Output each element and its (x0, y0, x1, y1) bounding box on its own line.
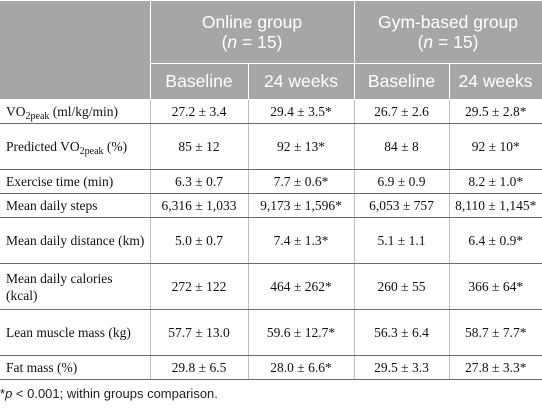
value-cell: 26.7 ± 2.6 (353, 99, 450, 124)
table-row: Mean daily calories (kcal) 272 ± 122 464 ±… (0, 263, 542, 310)
header-row-timepoints: Baseline 24 weeks Baseline 24 weeks (0, 63, 542, 100)
value-cell: 92 ± 10* (448, 123, 542, 170)
row-label: VO2peak (ml/kg/min) (0, 99, 151, 124)
value-cell: 6.3 ± 0.7 (149, 169, 249, 194)
table-row: Exercise time (min) 6.3 ± 0.7 7.7 ± 0.6* 6.… (0, 169, 542, 194)
subheader-online-baseline: Baseline (149, 63, 249, 100)
table-row: VO2peak (ml/kg/min) 27.2 ± 3.4 29.4 ± 3.5*… (0, 99, 542, 124)
value-cell: 6,316 ± 1,033 (149, 193, 249, 218)
header-corner-cell (0, 0, 151, 100)
group-name: Online group (201, 12, 303, 32)
value-cell: 6.4 ± 0.9* (448, 217, 542, 264)
group-name: Gym-based group (377, 12, 519, 32)
row-label: Mean daily distance (km) (0, 217, 151, 264)
value-cell: 6,053 ± 757 (353, 193, 450, 218)
value-cell: 29.4 ± 3.5* (247, 99, 355, 124)
value-cell: 366 ± 64* (448, 263, 542, 310)
value-cell: 85 ± 12 (149, 123, 249, 170)
subheader-gym-baseline: Baseline (353, 63, 450, 100)
group-n: (n = 15) (417, 32, 479, 52)
table-row: Lean muscle mass (kg) 57.7 ± 13.0 59.6 ± 1… (0, 309, 542, 356)
value-cell: 56.3 ± 6.4 (353, 309, 450, 356)
table-body: VO2peak (ml/kg/min) 27.2 ± 3.4 29.4 ± 3.5*… (0, 99, 542, 380)
table-row: Mean daily steps 6,316 ± 1,033 9,173 ± 1,5… (0, 193, 542, 218)
table-row: Fat mass (%) 29.8 ± 6.5 28.0 ± 6.6* 29.5 ± … (0, 355, 542, 380)
row-label: Mean daily steps (0, 193, 151, 218)
value-cell: 8.2 ± 1.0* (448, 169, 542, 194)
subheader-online-24weeks: 24 weeks (247, 63, 355, 100)
value-cell: 7.7 ± 0.6* (247, 169, 355, 194)
value-cell: 29.5 ± 3.3 (353, 355, 450, 380)
value-cell: 9,173 ± 1,596* (247, 193, 355, 218)
value-cell: 29.8 ± 6.5 (149, 355, 249, 380)
value-cell: 5.1 ± 1.1 (353, 217, 450, 264)
row-label: Predicted VO2peak (%) (0, 123, 151, 170)
value-cell: 59.6 ± 12.7* (247, 309, 355, 356)
table-row: Mean daily distance (km) 5.0 ± 0.7 7.4 ± 1… (0, 217, 542, 264)
value-cell: 27.2 ± 3.4 (149, 99, 249, 124)
group-header-online: Online group (n = 15) (149, 0, 355, 64)
value-cell: 5.0 ± 0.7 (149, 217, 249, 264)
header-row-groups: Online group (n = 15) Gym-based group (n… (0, 0, 542, 100)
table-footnote: *p < 0.001; within groups comparison. (0, 386, 218, 401)
value-cell: 464 ± 262* (247, 263, 355, 310)
value-cell: 272 ± 122 (149, 263, 249, 310)
table-row: Predicted VO2peak (%) 85 ± 12 92 ± 13* 84 ±… (0, 123, 542, 170)
group-n: (n = 15) (221, 32, 283, 52)
value-cell: 27.8 ± 3.3* (448, 355, 542, 380)
value-cell: 92 ± 13* (247, 123, 355, 170)
subheader-gym-24weeks: 24 weeks (448, 63, 542, 100)
value-cell: 29.5 ± 2.8* (448, 99, 542, 124)
row-label: Lean muscle mass (kg) (0, 309, 151, 356)
results-table: Online group (n = 15) Gym-based group (n… (0, 0, 542, 380)
value-cell: 8,110 ± 1,145* (448, 193, 542, 218)
row-label: Fat mass (%) (0, 355, 151, 380)
value-cell: 7.4 ± 1.3* (247, 217, 355, 264)
row-label: Exercise time (min) (0, 169, 151, 194)
group-header-gym: Gym-based group (n = 15) (353, 0, 542, 64)
value-cell: 6.9 ± 0.9 (353, 169, 450, 194)
row-label: Mean daily calories (kcal) (0, 263, 151, 310)
value-cell: 260 ± 55 (353, 263, 450, 310)
value-cell: 84 ± 8 (353, 123, 450, 170)
value-cell: 58.7 ± 7.7* (448, 309, 542, 356)
value-cell: 57.7 ± 13.0 (149, 309, 249, 356)
value-cell: 28.0 ± 6.6* (247, 355, 355, 380)
